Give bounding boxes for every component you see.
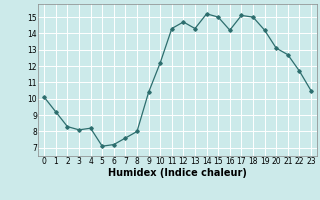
X-axis label: Humidex (Indice chaleur): Humidex (Indice chaleur) [108,168,247,178]
